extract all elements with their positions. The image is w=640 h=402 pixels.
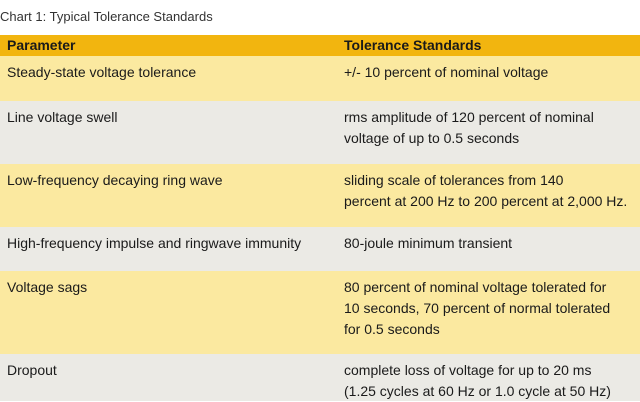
row-parameter: Low-frequency decaying ring wave <box>7 172 223 188</box>
row-parameter: Voltage sags <box>7 279 88 295</box>
row-standard: 80 percent of nominal voltage tolerated … <box>340 277 640 354</box>
standard-line: +/- 10 percent of nominal voltage <box>344 64 549 80</box>
chart-caption: Chart 1: Typical Tolerance Standards <box>0 9 213 24</box>
tolerance-table: Parameter Tolerance Standards Steady-sta… <box>0 35 640 401</box>
standard-line: (1.25 cycles at 60 Hz or 1.0 cycle at 50… <box>344 383 611 399</box>
standard-line: complete loss of voltage for up to 20 ms <box>344 362 592 378</box>
row-standard: sliding scale of tolerances from 140 per… <box>340 170 640 227</box>
row-parameter: Steady-state voltage tolerance <box>7 64 197 80</box>
row-standard: 80-joule minimum transient <box>340 233 640 271</box>
standard-line: percent at 200 Hz to 200 percent at 2,00… <box>344 193 628 209</box>
row-parameter: Line voltage swell <box>7 109 118 125</box>
header-tolerance-standards: Tolerance Standards <box>344 37 482 53</box>
table-row: Dropout complete loss of voltage for up … <box>0 354 640 401</box>
table-row: High-frequency impulse and ringwave immu… <box>0 227 640 271</box>
standard-line: for 0.5 seconds <box>344 321 440 337</box>
table-row: Low-frequency decaying ring wave sliding… <box>0 164 640 227</box>
header-parameter: Parameter <box>7 37 76 53</box>
standard-line: 80-joule minimum transient <box>344 235 513 251</box>
table-row: Steady-state voltage tolerance +/- 10 pe… <box>0 56 640 101</box>
standard-line: voltage of up to 0.5 seconds <box>344 130 520 146</box>
row-parameter: High-frequency impulse and ringwave immu… <box>7 235 302 251</box>
table-row: Voltage sags 80 percent of nominal volta… <box>0 271 640 354</box>
row-parameter: Dropout <box>7 362 57 378</box>
standard-line: rms amplitude of 120 percent of nominal <box>344 109 594 125</box>
table-header: Parameter Tolerance Standards <box>0 35 640 56</box>
table-row: Line voltage swell rms amplitude of 120 … <box>0 101 640 164</box>
standard-line: 10 seconds, 70 percent of normal tolerat… <box>344 300 611 316</box>
row-standard: complete loss of voltage for up to 20 ms… <box>340 360 640 401</box>
row-standard: +/- 10 percent of nominal voltage <box>340 62 640 101</box>
row-standard: rms amplitude of 120 percent of nominal … <box>340 107 640 164</box>
standard-line: 80 percent of nominal voltage tolerated … <box>344 279 607 295</box>
standard-line: sliding scale of tolerances from 140 <box>344 172 564 188</box>
